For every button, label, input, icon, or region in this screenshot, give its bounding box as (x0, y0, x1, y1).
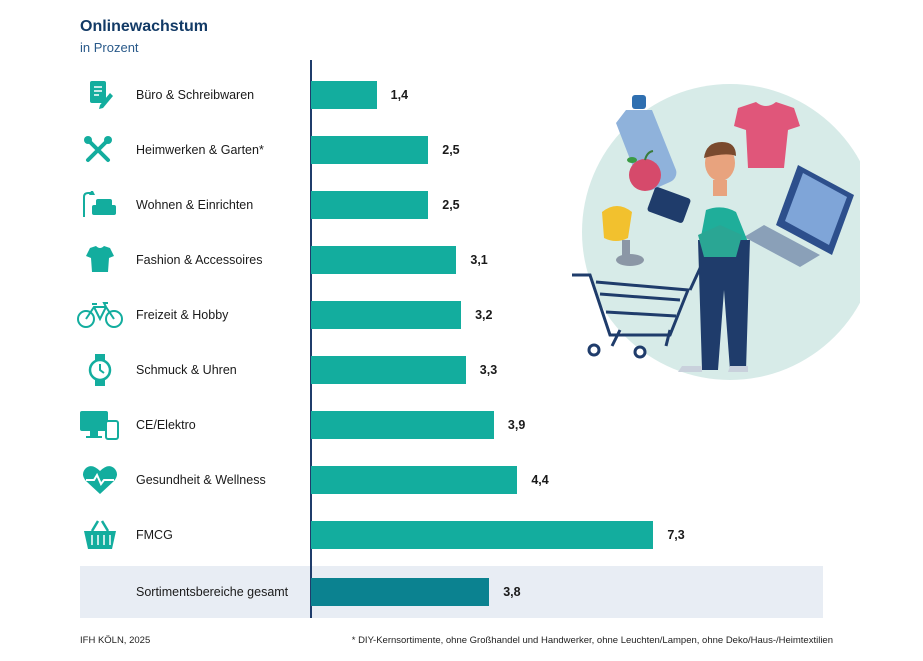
bar (311, 411, 494, 439)
bar (311, 466, 518, 494)
tools-icon (84, 136, 112, 162)
category-label: Schmuck & Uhren (136, 363, 237, 377)
category-row: Gesundheit & Wellness 4,4 (0, 466, 923, 496)
bottle-icon (616, 95, 677, 191)
bar (311, 191, 429, 219)
category-row: FMCG 7,3 (0, 520, 923, 551)
bar (311, 301, 462, 329)
tshirt-icon (86, 246, 114, 272)
laptop-icon (744, 165, 854, 267)
bar (311, 356, 466, 384)
person-figure (647, 142, 750, 372)
category-label: Gesundheit & Wellness (136, 473, 266, 487)
bar (311, 246, 457, 274)
value-label: 2,5 (442, 143, 460, 157)
category-row: Schmuck & Uhren 3,3 (0, 354, 923, 386)
value-label: 4,4 (531, 473, 549, 487)
category-label: Freizeit & Hobby (136, 308, 229, 322)
chart-subtitle: in Prozent (80, 40, 139, 55)
category-row: Fashion & Accessoires 3,1 (0, 246, 923, 276)
bar (311, 521, 654, 549)
computer-tablet-icon (80, 411, 119, 440)
category-row: Wohnen & Einrichten 2,5 (0, 191, 923, 221)
value-label: 2,5 (442, 198, 460, 212)
sofa-lamp-icon (83, 191, 116, 217)
value-label: 3,2 (475, 308, 493, 322)
axis-line (310, 60, 312, 618)
shopping-cart-icon (572, 262, 716, 359)
value-label: 1,4 (390, 88, 409, 102)
value-label: 3,3 (479, 363, 498, 377)
value-label: 3,9 (507, 418, 526, 432)
chart-title: Onlinewachstum (80, 18, 209, 35)
category-row: Freizeit & Hobby 3,2 (0, 301, 923, 331)
value-label: 3,8 (503, 585, 521, 599)
heart-pulse-icon (83, 466, 117, 494)
category-row: Büro & Schreibwaren 1,4 (0, 81, 923, 111)
category-label: Sortimentsbereiche gesamt (136, 585, 289, 599)
shopper-illustration (572, 84, 860, 380)
lamp-icon (602, 206, 644, 266)
category-label: Büro & Schreibwaren (136, 88, 255, 102)
total-row: Sortimentsbereiche gesamt 3,8 (0, 578, 923, 608)
value-label: 3,1 (470, 253, 488, 267)
category-label: CE/Elektro (136, 418, 196, 432)
category-row: CE/Elektro 3,9 (0, 411, 923, 441)
bicycle-icon (77, 302, 123, 328)
bar (311, 578, 490, 606)
document-pen-icon (90, 81, 113, 109)
category-label: Wohnen & Einrichten (136, 198, 254, 212)
watch-icon (88, 354, 112, 386)
category-row: Heimwerken & Garten* 2,5 (0, 136, 923, 166)
category-label: Fashion & Accessoires (136, 253, 263, 267)
category-label: Heimwerken & Garten* (136, 143, 264, 157)
source-credit: IFH KÖLN, 2025 (80, 635, 151, 646)
value-label: 7,3 (667, 528, 685, 542)
category-label: FMCG (136, 528, 173, 542)
tshirt-icon (734, 102, 800, 168)
bar (311, 136, 429, 164)
footnote: * DIY-Kernsortimente, ohne Großhandel un… (351, 635, 833, 646)
apple-icon (627, 150, 661, 191)
basket-icon (84, 520, 116, 549)
bar (311, 81, 377, 109)
